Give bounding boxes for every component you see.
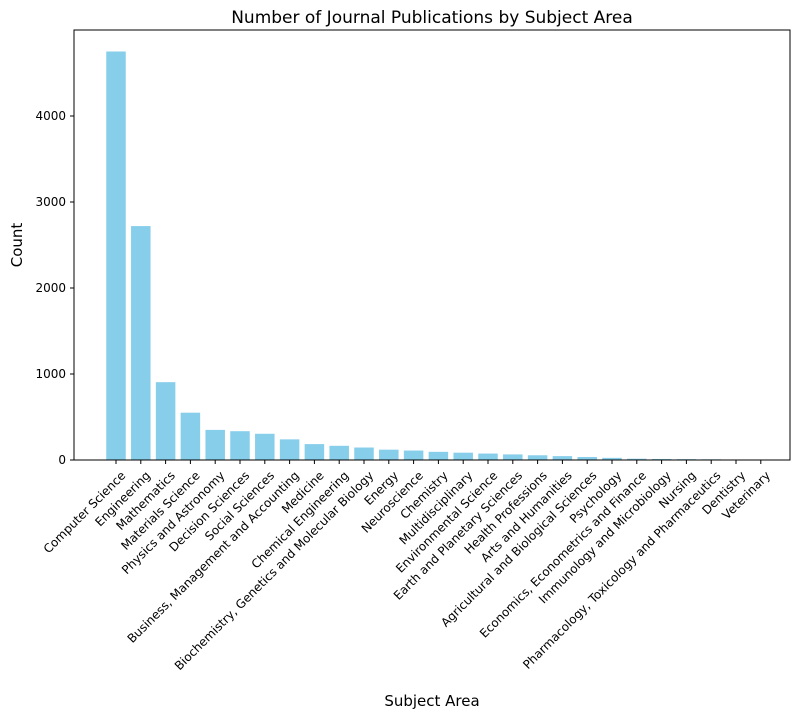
bar-1 bbox=[106, 51, 126, 460]
bar-15 bbox=[453, 452, 473, 460]
bar-8 bbox=[279, 439, 300, 460]
bar-11 bbox=[354, 447, 374, 460]
bar-20 bbox=[577, 456, 597, 460]
bar-13 bbox=[403, 450, 424, 460]
bar-21 bbox=[602, 457, 622, 460]
bar-5 bbox=[205, 429, 225, 460]
bar-6 bbox=[230, 431, 250, 460]
bar-16 bbox=[478, 453, 498, 460]
x-axis-title: Subject Area bbox=[384, 692, 479, 710]
plot-frame bbox=[73, 29, 791, 461]
bar-18 bbox=[527, 455, 548, 460]
bar-10 bbox=[329, 445, 349, 460]
y-axis-title: Count bbox=[8, 223, 26, 268]
bars-group bbox=[106, 51, 771, 460]
bar-17 bbox=[503, 454, 523, 460]
y-tick-label-2: 1000 bbox=[35, 367, 66, 381]
bar-2 bbox=[131, 226, 151, 460]
bar-14 bbox=[428, 451, 449, 460]
y-tick-label-3: 2000 bbox=[35, 281, 66, 295]
y-axis: 0 1000 2000 3000 4000 bbox=[35, 109, 74, 467]
bar-12 bbox=[379, 449, 399, 460]
bar-22 bbox=[627, 458, 647, 460]
chart-title: Number of Journal Publications by Subjec… bbox=[231, 8, 633, 28]
y-tick-label-5: 4000 bbox=[35, 109, 66, 123]
y-tick-label-4: 3000 bbox=[35, 195, 66, 209]
bar-19 bbox=[552, 456, 573, 460]
bar-4 bbox=[180, 412, 201, 460]
x-axis: Computer ScienceEngineeringMathematicsMa… bbox=[41, 460, 773, 673]
bar-7 bbox=[255, 433, 275, 460]
y-tick-label-1: 0 bbox=[58, 453, 66, 467]
bar-9 bbox=[304, 444, 325, 460]
bar-23 bbox=[651, 458, 672, 460]
bar-3 bbox=[155, 382, 176, 460]
